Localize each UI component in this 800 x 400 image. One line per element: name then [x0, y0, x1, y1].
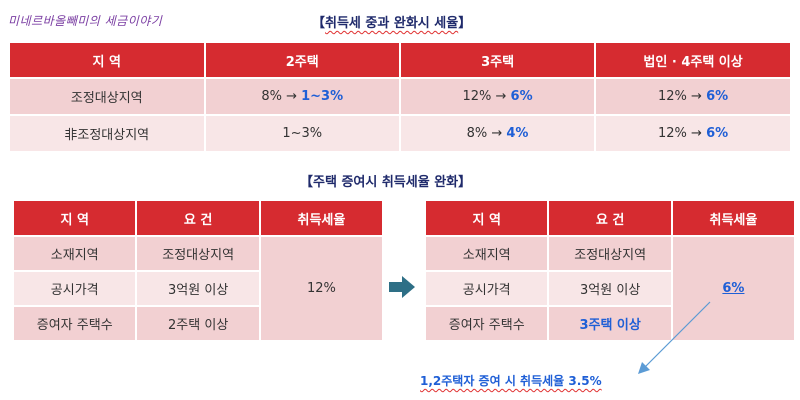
right-arrow-icon: [389, 276, 415, 298]
table-row: 공시가격 3억원 이상: [14, 272, 382, 305]
table-row: 공시가격 3억원 이상: [426, 272, 794, 305]
header-3house: 3주택: [400, 43, 595, 77]
table-header-row: 지 역 요 건 취득세율: [426, 201, 794, 235]
gift-after-table: 지 역 요 건 취득세율 소재지역 조정대상지역 6% 공시가격 3억원 이상 …: [424, 199, 796, 342]
row-region-cell: 非조정대상지역: [10, 116, 204, 151]
requirement-value: 조정대상지역: [137, 237, 259, 270]
rate-value: 6%: [722, 281, 745, 296]
header-requirement: 요 건: [137, 201, 259, 235]
requirement-label: 공시가격: [14, 272, 136, 305]
header-corp-4house: 법인 · 4주택 이상: [596, 43, 790, 77]
header-region: 지 역: [426, 201, 548, 235]
header-rate: 취득세율: [672, 201, 794, 235]
note-pointer-arrow: [638, 301, 711, 374]
rate-cell: 12% → 6%: [400, 79, 595, 114]
requirement-value-highlight: 3주택 이상: [549, 307, 671, 340]
gift-section-title: 【주택 증여시 취득세율 완화】: [300, 175, 472, 190]
rate-cell: 1~3%: [205, 116, 399, 151]
header-requirement: 요 건: [549, 201, 671, 235]
rate-cell: 8% → 4%: [400, 116, 595, 151]
top-section-title: 【취득세 중과 완화시 세율】: [312, 16, 472, 31]
header-rate: 취득세율: [260, 201, 382, 235]
table-row: 증여자 주택수 3주택 이상: [426, 307, 794, 340]
table-row: 조정대상지역 8% → 1~3% 12% → 6% 12% → 6%: [10, 79, 790, 114]
table-row: 증여자 주택수 2주택 이상: [14, 307, 382, 340]
tax-rate-table: 지 역 2주택 3주택 법인 · 4주택 이상 조정대상지역 8% → 1~3%…: [8, 41, 792, 153]
requirement-label: 증여자 주택수: [426, 307, 548, 340]
gift-before-table: 지 역 요 건 취득세율 소재지역 조정대상지역 12% 공시가격 3억원 이상…: [12, 199, 384, 342]
rate-value-cell: 6%: [672, 237, 794, 340]
requirement-value: 2주택 이상: [137, 307, 259, 340]
rate-value: 12%: [260, 237, 382, 340]
table-header-row: 지 역 2주택 3주택 법인 · 4주택 이상: [10, 43, 790, 77]
requirement-label: 공시가격: [426, 272, 548, 305]
rate-cell: 12% → 6%: [596, 79, 790, 114]
requirement-label: 소재지역: [14, 237, 136, 270]
requirement-label: 증여자 주택수: [14, 307, 136, 340]
brand-label: 미네르바올빼미의 세금이야기: [8, 14, 163, 28]
table-header-row: 지 역 요 건 취득세율: [14, 201, 382, 235]
header-2house: 2주택: [205, 43, 399, 77]
table-row: 소재지역 조정대상지역 6%: [426, 237, 794, 340]
header-region: 지 역: [14, 201, 136, 235]
top-section-title-text: 취득세 중과 완화시 세율: [325, 16, 459, 31]
requirement-value: 3억원 이상: [137, 272, 259, 305]
row-region-cell: 조정대상지역: [10, 79, 204, 114]
requirement-value: 조정대상지역: [549, 237, 671, 270]
requirement-value: 3억원 이상: [549, 272, 671, 305]
requirement-label: 소재지역: [426, 237, 548, 270]
table-row: 소재지역 조정대상지역 12%: [14, 237, 382, 340]
gift-note: 1,2주택자 증여 시 취득세율 3.5%: [420, 374, 602, 388]
header-region: 지 역: [10, 43, 204, 77]
rate-cell: 8% → 1~3%: [205, 79, 399, 114]
rate-cell: 12% → 6%: [596, 116, 790, 151]
table-row: 非조정대상지역 1~3% 8% → 4% 12% → 6%: [10, 116, 790, 151]
